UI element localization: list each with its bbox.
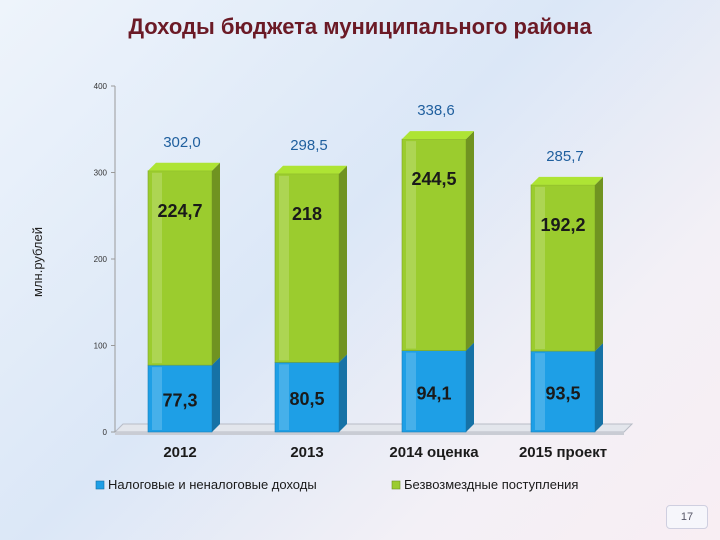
bar-highlight (406, 352, 416, 430)
floor-edge (115, 432, 624, 435)
y-tick-label: 300 (94, 169, 108, 178)
y-tick-label: 200 (94, 255, 108, 264)
bar-top (148, 162, 220, 171)
bar-segment (401, 350, 467, 433)
y-tick-label: 400 (94, 82, 108, 91)
bar-side (595, 343, 603, 432)
legend-group: Налоговые и неналоговые доходы Безвозмезд… (95, 477, 578, 492)
data-label: 80,5 (289, 389, 324, 409)
bar-top (531, 176, 603, 185)
total-label: 338,6 (417, 102, 455, 119)
bar-top (402, 131, 474, 140)
labels-group: 77,3 224,7 302,0 2012 80,5 218 298,5 2013 94,1 24… (157, 102, 607, 461)
data-label: 224,7 (157, 201, 202, 221)
x-tick-label: 2013 (290, 444, 323, 461)
bar-side (595, 176, 603, 352)
bar-segment (274, 173, 340, 363)
bar-side (339, 165, 347, 363)
bars-group (147, 131, 603, 433)
bar-highlight (406, 141, 416, 349)
y-tick-label: 100 (94, 342, 108, 351)
total-label: 285,7 (546, 148, 584, 165)
bar-top (275, 165, 347, 174)
bar-highlight (152, 367, 162, 430)
bar-segment (147, 170, 213, 366)
legend-label: Налоговые и неналоговые доходы (108, 477, 317, 492)
y-axis-label: млн.рублей (30, 227, 45, 297)
y-tick-label: 0 (103, 428, 108, 437)
total-label: 302,0 (163, 134, 201, 151)
bar-side (212, 162, 220, 366)
data-label: 93,5 (545, 384, 580, 404)
bar-segment (401, 138, 467, 351)
bar-side (212, 357, 220, 432)
total-label: 298,5 (290, 137, 328, 154)
x-tick-label: 2012 (163, 444, 196, 461)
bar-side (466, 342, 474, 432)
legend-swatch (391, 480, 401, 490)
bar-segment (274, 362, 340, 433)
chart-title: Доходы бюджета муниципального района (128, 14, 592, 39)
bar-segment (530, 184, 596, 352)
bar-side (339, 354, 347, 432)
legend-label: Безвозмездные поступления (404, 477, 578, 492)
bar-segment (147, 364, 213, 433)
bar-highlight (535, 186, 545, 350)
legend-swatch (95, 480, 105, 490)
bar-highlight (279, 175, 289, 361)
data-label: 192,2 (540, 215, 585, 235)
data-label: 218 (292, 204, 322, 224)
x-tick-label: 2014 оценка (389, 444, 479, 461)
bar-highlight (535, 353, 545, 430)
data-label: 77,3 (162, 391, 197, 411)
x-tick-label: 2015 проект (519, 444, 607, 461)
bar-highlight (152, 172, 162, 364)
bar-side (466, 131, 474, 351)
data-label: 244,5 (411, 169, 456, 189)
bar-highlight (279, 364, 289, 430)
axis-group: 0 100 200 300 400 млн.рублей (30, 82, 634, 437)
data-label: 94,1 (416, 383, 451, 403)
page-number: 17 (666, 505, 708, 529)
